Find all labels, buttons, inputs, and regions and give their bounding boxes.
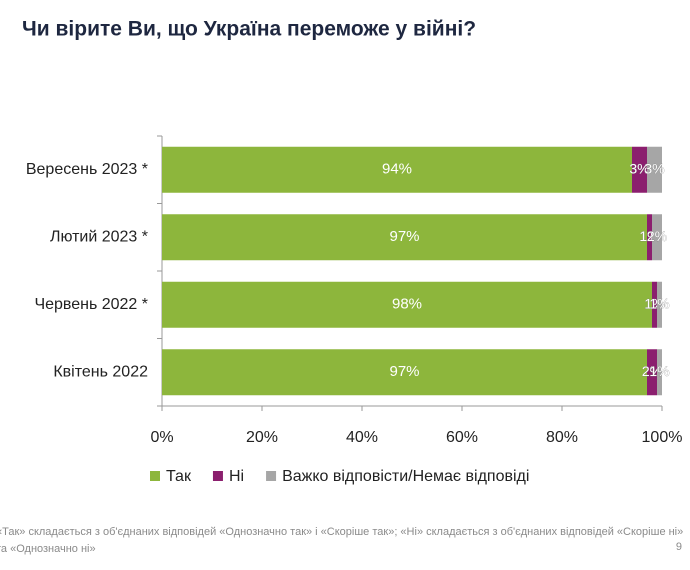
bar-segment bbox=[632, 146, 647, 193]
x-tick-label: 0% bbox=[150, 429, 173, 446]
bar-segment bbox=[647, 146, 662, 193]
legend-swatch bbox=[150, 471, 160, 481]
bar-segment bbox=[647, 214, 652, 261]
x-tick-label: 80% bbox=[546, 429, 578, 446]
y-tick-label: Квітень 2022 bbox=[53, 363, 148, 380]
y-tick-label: Лютий 2023 * bbox=[50, 228, 148, 245]
data-label: 94% bbox=[382, 161, 412, 178]
legend-label: Так bbox=[166, 468, 192, 485]
data-label: 1% bbox=[649, 295, 669, 311]
bar-segment bbox=[652, 214, 662, 261]
legend-label: Ні bbox=[229, 468, 244, 485]
data-label: 98% bbox=[392, 296, 422, 313]
legend-swatch bbox=[212, 471, 223, 481]
bar-segment bbox=[162, 214, 647, 261]
legend-swatch bbox=[266, 471, 277, 481]
data-label: 3% bbox=[629, 160, 649, 176]
x-tick-label: 40% bbox=[346, 429, 378, 446]
footnote: «Так» складається з об'єднаних відповіде… bbox=[0, 526, 684, 555]
data-label: 3% bbox=[644, 160, 664, 176]
chart-title: Чи вірите Ви, що Україна переможе у війн… bbox=[22, 18, 476, 41]
bar-segment bbox=[657, 349, 662, 396]
x-tick-label: 20% bbox=[246, 429, 278, 446]
data-label: 97% bbox=[389, 363, 419, 380]
bar-segment bbox=[657, 281, 662, 328]
page-number: 9 bbox=[675, 541, 682, 553]
data-label: 97% bbox=[389, 228, 419, 245]
bar-segment bbox=[162, 146, 632, 193]
bar-segment bbox=[162, 281, 652, 328]
bar-segment bbox=[647, 349, 657, 396]
x-tick-label: 100% bbox=[642, 429, 683, 446]
x-tick-label: 60% bbox=[446, 429, 478, 446]
data-label: 1% bbox=[649, 363, 669, 379]
data-label: 2% bbox=[647, 228, 667, 244]
y-tick-label: Червень 2022 * bbox=[34, 296, 148, 313]
bar-segment bbox=[652, 281, 657, 328]
y-tick-label: Вересень 2023 * bbox=[26, 161, 148, 178]
bar-segment bbox=[162, 349, 647, 396]
legend-label: Важко відповісти/Немає відповіді bbox=[282, 468, 529, 485]
